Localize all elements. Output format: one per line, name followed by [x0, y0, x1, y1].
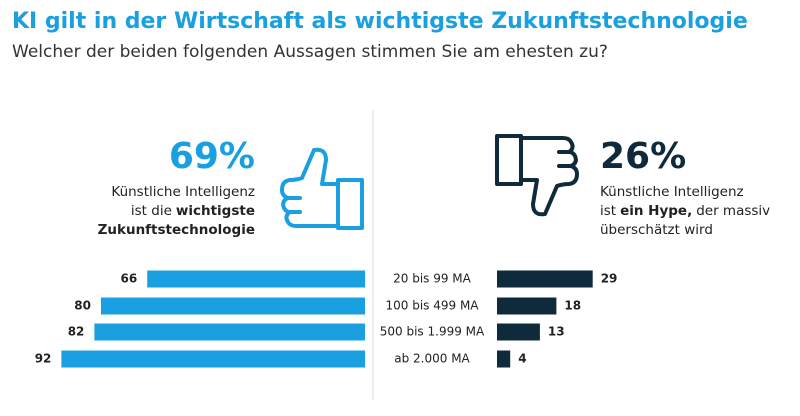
thumb-up-icon: [280, 147, 364, 230]
value-label: 18: [564, 299, 581, 313]
value-label: 4: [518, 352, 526, 366]
statement-part: ist: [600, 203, 616, 219]
bar: [61, 350, 366, 368]
statement: Künstliche Intelligenz: [600, 184, 744, 200]
value-label: 13: [548, 325, 565, 339]
statement-part: der massiv: [696, 203, 770, 219]
value-label: 66: [120, 272, 137, 286]
bar: [497, 323, 540, 341]
statement-part: wichtigste: [176, 203, 255, 219]
total-label: 26%: [600, 136, 686, 177]
statement: ist ein Hype, der massiv: [600, 203, 770, 219]
statement: Künstliche Intelligenz: [111, 184, 255, 200]
bar: [497, 350, 511, 368]
statement-part: Künstliche Intelligenz: [600, 184, 744, 200]
statement: ist die wichtigste: [131, 203, 255, 219]
category-label: ab 2.000 MA: [394, 352, 470, 366]
value-label: 29: [601, 272, 618, 286]
category-label: 500 bis 1.999 MA: [380, 325, 485, 339]
bar: [94, 323, 366, 341]
value-label: 82: [68, 325, 85, 339]
total-label: 69%: [169, 136, 255, 177]
thumb-down-icon: [495, 134, 579, 217]
chart-subtitle: Welcher der beiden folgenden Aussagen st…: [12, 42, 608, 62]
category-label: 20 bis 99 MA: [393, 272, 472, 286]
bar: [101, 297, 365, 315]
statement: Zukunftstechnologie: [98, 222, 255, 238]
statement: überschätzt wird: [600, 222, 713, 238]
chart-title: KI gilt in der Wirtschaft als wichtigste…: [12, 9, 748, 34]
statement-part: Künstliche Intelligenz: [111, 184, 255, 200]
bar: [497, 297, 557, 315]
category-label: 100 bis 499 MA: [385, 299, 479, 313]
statement-part: ist die: [131, 203, 172, 219]
bar: [147, 270, 365, 288]
statement-part: ein Hype,: [620, 203, 692, 219]
statement-part: überschätzt wird: [600, 222, 713, 238]
bar: [497, 270, 593, 288]
statement-part: Zukunftstechnologie: [98, 222, 255, 238]
value-label: 80: [74, 299, 91, 313]
value-label: 92: [35, 352, 52, 366]
